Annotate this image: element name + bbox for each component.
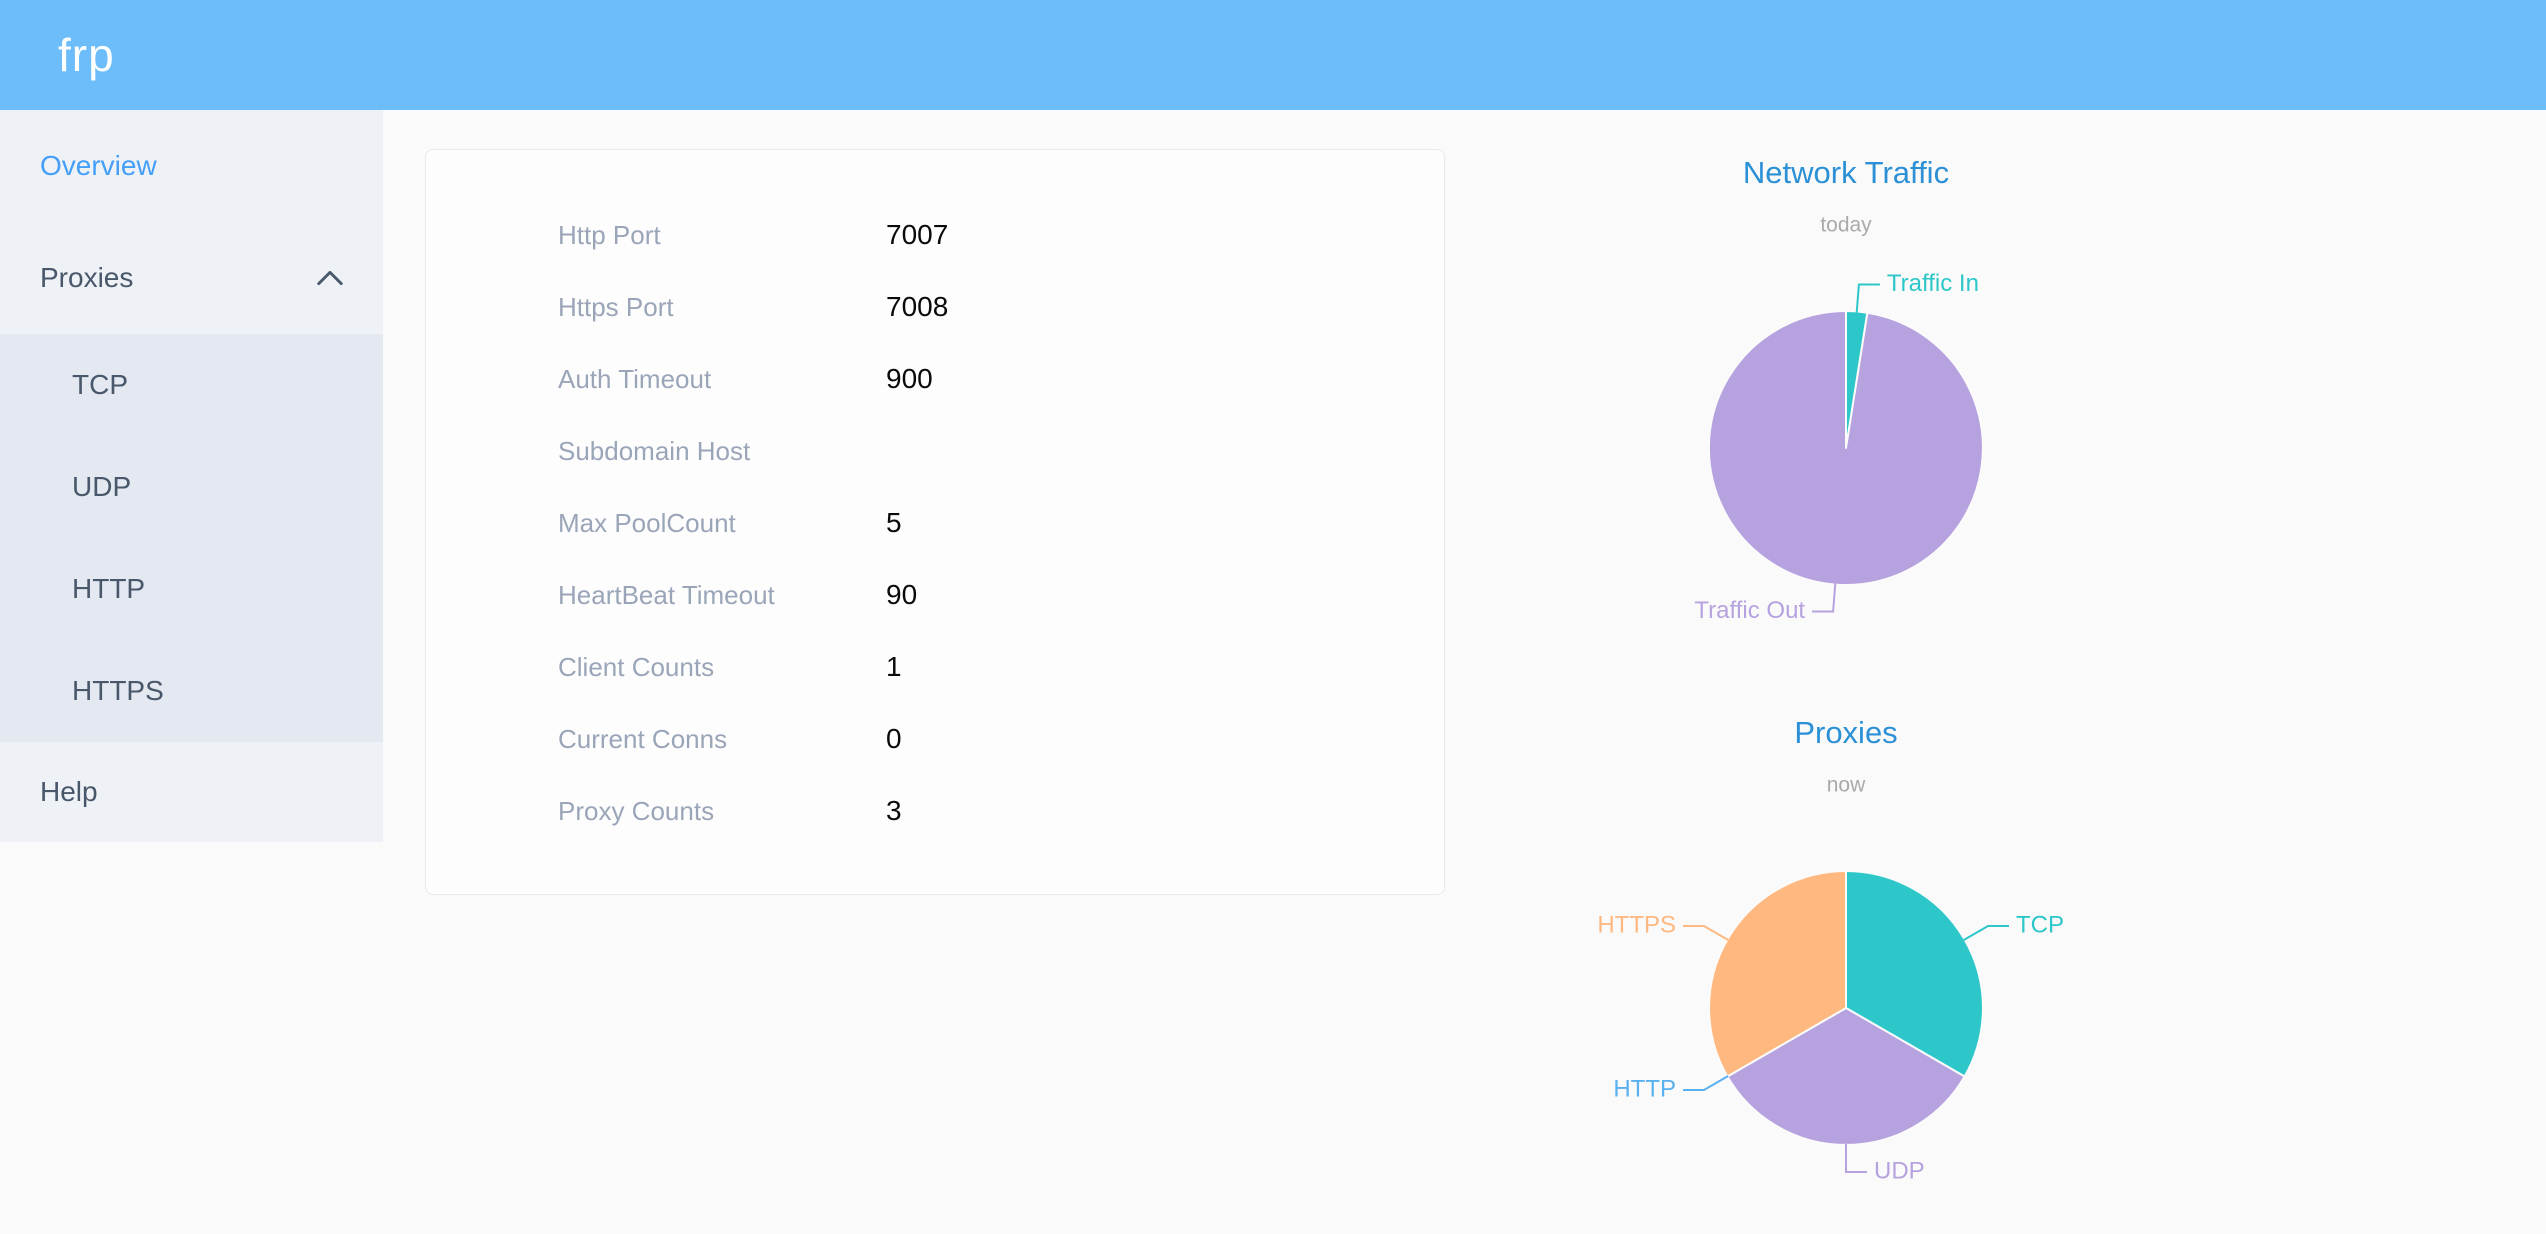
chevron-up-icon[interactable] — [315, 269, 345, 287]
row-label: Auth Timeout — [558, 363, 712, 394]
pie-label-line-traffic-out — [1812, 583, 1837, 613]
sidebar-item-label: Help — [40, 776, 98, 807]
row-value: 5 — [886, 507, 902, 538]
pie-label-line-tcp — [1963, 925, 2009, 941]
sidebar-item-help[interactable]: Help — [0, 742, 383, 842]
pie-label-traffic-out: Traffic Out — [1694, 597, 1805, 624]
sidebar-subitem-label: UDP — [72, 471, 132, 502]
row-label: Subdomain Host — [558, 435, 751, 466]
pie-label-line-udp — [1845, 1144, 1867, 1173]
app-header: frp — [0, 0, 2546, 110]
row-label: Http Port — [558, 219, 661, 250]
sidebar-item-label: Overview — [40, 150, 157, 181]
server-info-row-auth-timeout: Auth Timeout 900 — [426, 343, 1444, 415]
pie-label-line-http — [1683, 1075, 1729, 1091]
server-info-row-subdomain-host: Subdomain Host — [426, 415, 1444, 487]
row-value: 7008 — [886, 291, 949, 322]
row-label: Current Conns — [558, 723, 728, 754]
sidebar-subitem-https[interactable]: HTTPS — [0, 640, 383, 742]
server-info-card: Http Port 7007 Https Port 7008 Auth Timeout 9… — [425, 149, 1445, 895]
sidebar-item-label: Proxies — [40, 262, 134, 293]
server-info-row-https-port: Https Port 7008 — [426, 271, 1444, 343]
pie-label-https: HTTPS — [1597, 911, 1676, 938]
sidebar-subitem-udp[interactable]: UDP — [0, 436, 383, 538]
network-traffic-chart: Network Traffic today Traffic In Traffic Ou… — [1694, 155, 1984, 624]
server-info-row-proxy-counts: Proxy Counts 3 — [426, 775, 1444, 847]
pie-label-tcp: TCP — [2016, 911, 2064, 938]
row-label: Client Counts — [558, 651, 715, 682]
row-label: Https Port — [558, 291, 674, 322]
pie-label-http: HTTP — [1613, 1075, 1676, 1102]
row-value: 900 — [886, 363, 933, 394]
row-value: 1 — [886, 651, 902, 682]
pie-label-traffic-in: Traffic In — [1887, 270, 1979, 297]
sidebar: Overview Proxies TCP UDP HTTP HTTPS Help — [0, 110, 383, 842]
server-info-row-client-counts: Client Counts 1 — [426, 631, 1444, 703]
chevron-up-glyph — [317, 270, 343, 286]
app-logo: frp — [58, 29, 115, 81]
sidebar-subitem-tcp[interactable]: TCP — [0, 334, 383, 436]
row-label: Proxy Counts — [558, 795, 715, 826]
server-info-row-current-conns: Current Conns 0 — [426, 703, 1444, 775]
server-info-row-http-port: Http Port 7007 — [426, 199, 1444, 271]
sidebar-item-overview[interactable]: Overview — [0, 110, 383, 222]
row-label: HeartBeat Timeout — [558, 579, 775, 610]
pie-label-udp: UDP — [1874, 1157, 1925, 1184]
row-value: 90 — [886, 579, 918, 610]
chart-subtitle: today — [1820, 214, 1872, 237]
sidebar-subitem-label: HTTPS — [72, 675, 164, 706]
sidebar-submenu-proxies: TCP UDP HTTP HTTPS — [0, 334, 383, 742]
row-label: Max PoolCount — [558, 507, 736, 538]
row-value: 0 — [886, 723, 902, 754]
proxies-chart: Proxies now TCP UDP HTTP HTTPS — [1597, 715, 2064, 1184]
chart-title: Proxies — [1794, 715, 1897, 750]
sidebar-item-proxies[interactable]: Proxies — [0, 222, 383, 334]
server-info-row-heartbeat-timeout: HeartBeat Timeout 90 — [426, 559, 1444, 631]
chart-title: Network Traffic — [1743, 155, 1949, 190]
chart-subtitle: now — [1827, 774, 1866, 797]
row-value: 7007 — [886, 219, 949, 250]
pie-label-line-traffic-in — [1855, 283, 1880, 313]
pie-slice-traffic-out[interactable] — [1707, 310, 1984, 586]
sidebar-subitem-http[interactable]: HTTP — [0, 538, 383, 640]
sidebar-subitem-label: HTTP — [72, 573, 146, 604]
server-info-row-max-poolcount: Max PoolCount 5 — [426, 487, 1444, 559]
pie-label-line-https — [1683, 925, 1729, 941]
row-value: 3 — [886, 795, 902, 826]
sidebar-subitem-label: TCP — [72, 369, 128, 400]
